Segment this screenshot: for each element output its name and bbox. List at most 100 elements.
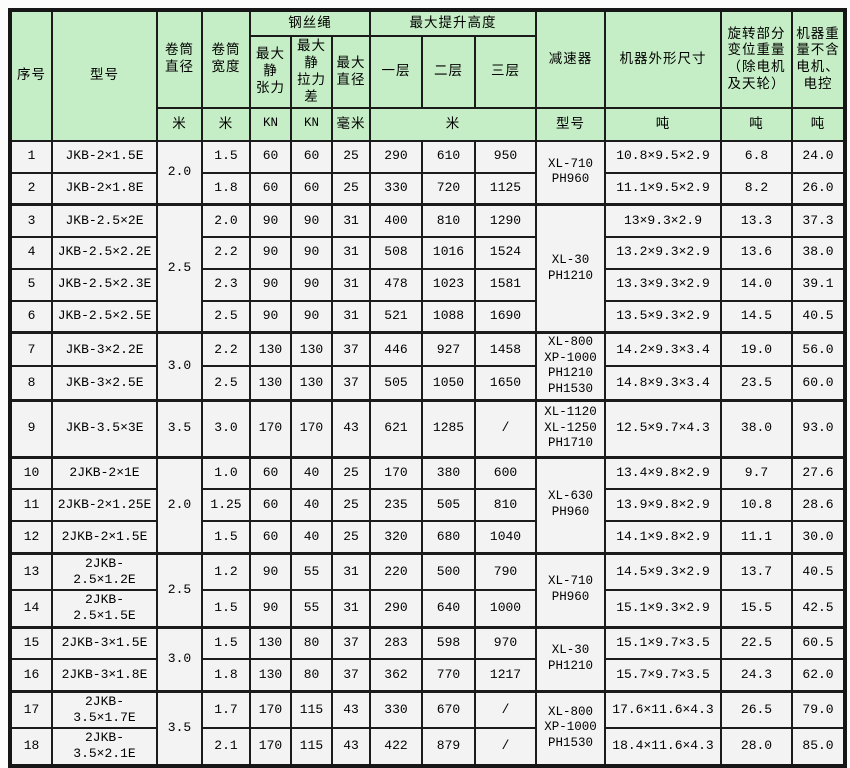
cell-rotating-weight: 11.1	[720, 520, 793, 554]
cell-max-static-pull-diff: 90	[290, 235, 333, 270]
table-body: 1 JKB-2×1.5E 2.0 1.5 60 60 25 290 610 950 XL-710 P…	[9, 139, 846, 767]
cell-max-static-pull-diff: 40	[290, 455, 333, 490]
cell-drum-diameter: 3.0	[156, 331, 203, 401]
cell-height-layer1: 235	[369, 488, 423, 522]
cell-max-static-tension: 130	[249, 331, 292, 368]
cell-height-layer3: 970	[474, 625, 537, 660]
cell-drum-width: 1.8	[201, 658, 251, 692]
cell-rotating-weight: 24.3	[720, 658, 793, 692]
cell-height-layer3: 1581	[474, 267, 537, 302]
header-layer3: 三层	[474, 35, 537, 109]
cell-reducer: XL-630 PH960	[535, 455, 606, 554]
cell-dimensions: 13.5×9.3×2.9	[604, 299, 722, 334]
cell-model: JKB-2.5×2.5E	[51, 299, 158, 334]
cell-max-static-tension: 90	[249, 589, 292, 628]
header-layer1: 一层	[369, 35, 423, 109]
page: 序号 型号 卷筒 直径 卷筒 宽度 钢丝绳 最大提升高度 减速器 机器外形尺寸 …	[8, 8, 847, 768]
cell-drum-width: 2.5	[201, 365, 251, 401]
cell-dimensions: 14.2×9.3×3.4	[604, 331, 722, 368]
header-reducer: 减速器	[535, 9, 606, 109]
cell-max-static-pull-diff: 115	[290, 689, 333, 729]
cell-max-rope-diameter: 37	[331, 365, 371, 401]
cell-dimensions: 10.8×9.5×2.9	[604, 139, 722, 174]
table-row: 3 JKB-2.5×2E 2.5 2.0 90 90 31 400 810 1290 XL-30 P…	[9, 203, 846, 334]
cell-max-static-pull-diff: 60	[290, 139, 333, 174]
cell-max-static-tension: 170	[249, 689, 292, 729]
cell-height-layer2: 927	[421, 331, 476, 368]
cell-height-layer3: /	[474, 689, 537, 729]
cell-dimensions: 13.4×9.8×2.9	[604, 455, 722, 490]
cell-rotating-weight: 28.0	[720, 727, 793, 767]
cell-dimensions: 18.4×11.6×4.3	[604, 727, 722, 767]
cell-max-static-tension: 130	[249, 625, 292, 660]
cell-max-rope-diameter: 31	[331, 203, 371, 238]
cell-drum-diameter: 3.0	[156, 625, 203, 692]
unit-drum-diameter: 米	[156, 106, 203, 142]
cell-rotating-weight: 10.8	[720, 488, 793, 522]
cell-model: JKB-3.5×3E	[51, 398, 158, 458]
table-row: 6 JKB-2.5×2.5E 2.5 90 90 31 521 1088 1690 13.5×9.…	[9, 299, 846, 334]
cell-height-layer3: 810	[474, 488, 537, 522]
cell-height-layer3: 1290	[474, 203, 537, 238]
cell-machine-weight: 40.5	[791, 551, 846, 591]
table-row: 15 2JKB-3×1.5E 3.0 1.5 130 80 37 283 598 970 XL-30…	[9, 625, 846, 692]
cell-height-layer1: 220	[369, 551, 423, 591]
cell-model: 2JKB-2×1E	[51, 455, 158, 490]
cell-drum-width: 2.3	[201, 267, 251, 302]
cell-max-rope-diameter: 25	[331, 455, 371, 490]
cell-height-layer2: 380	[421, 455, 476, 490]
cell-drum-width: 1.8	[201, 171, 251, 206]
cell-machine-weight: 40.5	[791, 299, 846, 334]
cell-dimensions: 12.5×9.7×4.3	[604, 398, 722, 458]
cell-height-layer3: 1217	[474, 658, 537, 692]
cell-model: JKB-2×1.5E	[51, 139, 158, 174]
cell-max-static-pull-diff: 115	[290, 727, 333, 767]
cell-seq: 9	[9, 398, 53, 458]
header-sub-row: 最大静 张力 最大静 拉力差 最大 直径 一层 二层 三层	[10, 35, 845, 109]
table-row: 8 JKB-3×2.5E 2.5 130 130 37 505 1050 1650 14.8×9.…	[9, 365, 846, 401]
cell-max-rope-diameter: 25	[331, 488, 371, 522]
cell-rotating-weight: 13.3	[720, 203, 793, 238]
cell-machine-weight: 62.0	[791, 658, 846, 692]
cell-machine-weight: 60.0	[791, 365, 846, 401]
cell-height-layer1: 330	[369, 689, 423, 729]
table-header: 序号 型号 卷筒 直径 卷筒 宽度 钢丝绳 最大提升高度 减速器 机器外形尺寸 …	[9, 9, 846, 142]
cell-height-layer1: 362	[369, 658, 423, 692]
cell-drum-width: 1.2	[201, 551, 251, 591]
cell-drum-width: 1.0	[201, 455, 251, 490]
cell-max-static-pull-diff: 170	[290, 398, 333, 458]
cell-max-static-pull-diff: 90	[290, 299, 333, 334]
table-row: 2 JKB-2×1.8E 1.8 60 60 25 330 720 1125 11.1×9.5×2…	[9, 171, 846, 206]
cell-max-rope-diameter: 31	[331, 589, 371, 628]
cell-height-layer3: 790	[474, 551, 537, 591]
unit-rotating-weight: 吨	[720, 106, 793, 142]
unit-machine-weight: 吨	[791, 106, 846, 142]
cell-dimensions: 13.9×9.8×2.9	[604, 488, 722, 522]
cell-height-layer3: 1524	[474, 235, 537, 270]
cell-max-static-tension: 130	[249, 658, 292, 692]
cell-height-layer3: 1000	[474, 589, 537, 628]
cell-drum-width: 3.0	[201, 398, 251, 458]
cell-max-rope-diameter: 31	[331, 235, 371, 270]
cell-rotating-weight: 14.0	[720, 267, 793, 302]
cell-rotating-weight: 19.0	[720, 331, 793, 368]
cell-height-layer1: 283	[369, 625, 423, 660]
cell-seq: 2	[9, 171, 53, 206]
cell-rotating-weight: 8.2	[720, 171, 793, 206]
cell-height-layer1: 400	[369, 203, 423, 238]
cell-height-layer2: 810	[421, 203, 476, 238]
cell-height-layer2: 879	[421, 727, 476, 767]
cell-max-static-pull-diff: 55	[290, 589, 333, 628]
unit-reducer: 型号	[535, 106, 606, 142]
cell-max-static-tension: 90	[249, 235, 292, 270]
table-row: 13 2JKB-2.5×1.2E 2.5 1.2 90 55 31 220 500 790 XL-7…	[9, 551, 846, 628]
unit-machine-dimensions: 吨	[604, 106, 722, 142]
cell-model: 2JKB-3.5×1.7E	[51, 689, 158, 729]
header-model: 型号	[51, 9, 158, 142]
table-row: 4 JKB-2.5×2.2E 2.2 90 90 31 508 1016 1524 13.2×9.…	[9, 235, 846, 270]
cell-dimensions: 13.2×9.3×2.9	[604, 235, 722, 270]
table-row: 16 2JKB-3×1.8E 1.8 130 80 37 362 770 1217 15.7×9.…	[9, 658, 846, 692]
cell-height-layer3: 1125	[474, 171, 537, 206]
header-max-static-pull-diff: 最大静 拉力差	[290, 35, 333, 109]
cell-max-static-tension: 60	[249, 520, 292, 554]
